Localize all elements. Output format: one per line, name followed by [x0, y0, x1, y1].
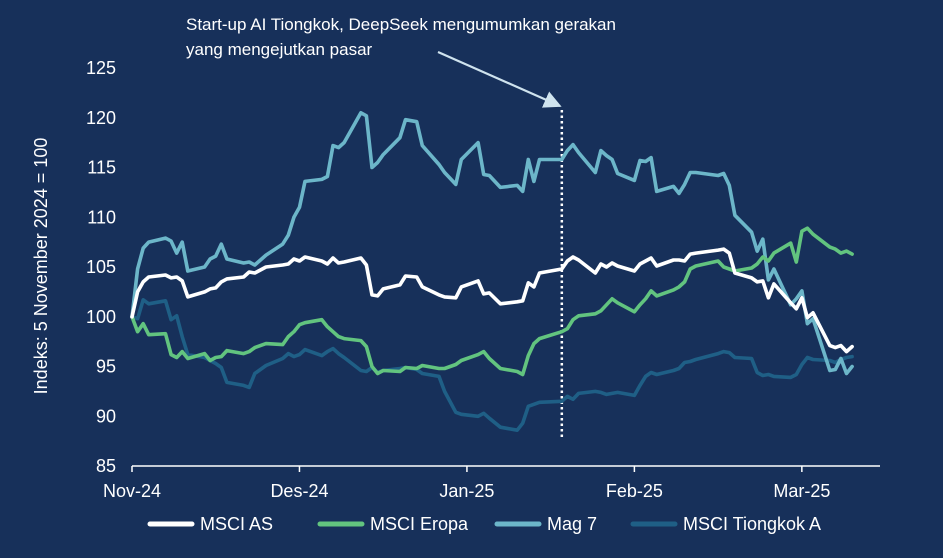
- x-tick-label: Feb-25: [606, 481, 663, 501]
- y-tick-label: 110: [87, 207, 116, 227]
- annotation-arrow: [437, 50, 562, 108]
- y-tick-label: 100: [86, 307, 116, 327]
- y-tick-label: 125: [86, 58, 116, 78]
- series-line-msci-tiongkok-a: [130, 297, 854, 433]
- series-line-msci-as: [130, 247, 854, 354]
- legend: MSCI AS MSCI Eropa Mag 7 MSCI Tiongkok A: [147, 514, 821, 534]
- legend-label-msci-as: MSCI AS: [200, 514, 273, 534]
- y-tick-label: 90: [96, 406, 116, 426]
- y-axis-label: Indeks: 5 November 2024 = 100: [31, 138, 51, 395]
- x-axis: Nov-24 Des-24 Jan-25 Feb-25 Mar-25: [103, 465, 880, 501]
- y-tick-label: 85: [96, 456, 116, 476]
- annotation: Start-up AI Tiongkok, DeepSeek mengumumk…: [186, 15, 616, 108]
- annotation-text-line-2: yang mengejutkan pasar: [186, 40, 373, 59]
- legend-label-msci-tiongkok-a: MSCI Tiongkok A: [683, 514, 821, 534]
- series-lines: [130, 111, 854, 433]
- annotation-text-line-1: Start-up AI Tiongkok, DeepSeek mengumumk…: [186, 15, 616, 34]
- y-tick-label: 120: [86, 108, 116, 128]
- y-tick-label: 95: [96, 357, 116, 377]
- y-tick-label: 105: [86, 257, 116, 277]
- x-tick-label: Nov-24: [103, 481, 161, 501]
- y-axis: 85 90 95 100 105 110 115 120 125: [86, 58, 116, 476]
- legend-label-msci-eropa: MSCI Eropa: [370, 514, 469, 534]
- x-tick-label: Jan-25: [439, 481, 494, 501]
- series-line-msci-eropa: [130, 226, 854, 377]
- y-tick-label: 115: [87, 158, 116, 178]
- series-line-mag-7: [130, 111, 854, 376]
- x-tick-label: Des-24: [270, 481, 328, 501]
- x-tick-label: Mar-25: [773, 481, 830, 501]
- legend-label-mag-7: Mag 7: [547, 514, 597, 534]
